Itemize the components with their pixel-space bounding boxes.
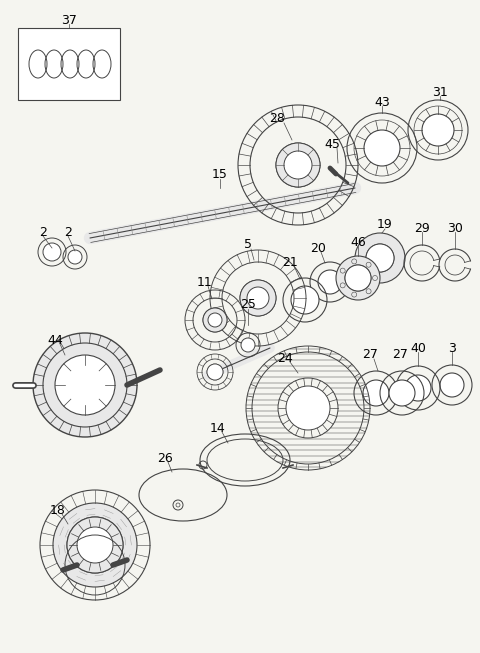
Circle shape [345, 265, 371, 291]
Circle shape [208, 313, 222, 327]
Text: 25: 25 [240, 298, 256, 311]
Circle shape [366, 244, 394, 272]
Circle shape [33, 333, 137, 437]
Text: 15: 15 [212, 168, 228, 182]
Circle shape [366, 244, 394, 272]
Circle shape [364, 130, 400, 166]
Text: 40: 40 [410, 342, 426, 355]
Circle shape [67, 517, 123, 573]
Circle shape [363, 380, 389, 406]
Circle shape [318, 270, 342, 294]
Circle shape [67, 517, 123, 573]
Circle shape [43, 343, 127, 427]
Text: 30: 30 [447, 221, 463, 234]
Circle shape [355, 233, 405, 283]
Circle shape [77, 527, 113, 563]
Circle shape [68, 250, 82, 264]
Text: 18: 18 [50, 503, 66, 517]
Circle shape [336, 256, 380, 300]
Text: 27: 27 [362, 349, 378, 362]
Text: 26: 26 [157, 451, 173, 464]
Text: 2: 2 [39, 225, 47, 238]
Circle shape [203, 308, 227, 332]
Text: 46: 46 [350, 236, 366, 249]
Circle shape [422, 114, 454, 146]
Circle shape [389, 380, 415, 406]
Text: 45: 45 [324, 138, 340, 151]
Circle shape [405, 375, 431, 401]
Circle shape [440, 373, 464, 397]
Text: 28: 28 [269, 112, 285, 125]
Text: 11: 11 [197, 276, 213, 289]
Circle shape [286, 386, 330, 430]
Text: 19: 19 [377, 219, 393, 232]
Circle shape [207, 364, 223, 380]
Circle shape [284, 151, 312, 179]
Text: 43: 43 [374, 95, 390, 108]
Text: 27: 27 [392, 349, 408, 362]
Text: 29: 29 [414, 221, 430, 234]
Circle shape [43, 243, 61, 261]
Bar [18, 28, 120, 100]
Circle shape [53, 503, 137, 587]
Text: 2: 2 [64, 225, 72, 238]
Circle shape [345, 265, 371, 291]
Circle shape [276, 143, 320, 187]
Text: 5: 5 [244, 238, 252, 251]
Text: 20: 20 [310, 242, 326, 255]
Text: 31: 31 [432, 86, 448, 99]
Circle shape [55, 355, 115, 415]
Text: 24: 24 [277, 351, 293, 364]
Text: 3: 3 [448, 342, 456, 355]
Circle shape [291, 286, 319, 314]
Text: 44: 44 [47, 334, 63, 347]
Text: 37: 37 [61, 14, 77, 27]
Circle shape [241, 338, 255, 352]
Text: 21: 21 [282, 255, 298, 268]
Text: 14: 14 [210, 421, 226, 434]
Circle shape [240, 280, 276, 316]
Circle shape [247, 287, 269, 309]
